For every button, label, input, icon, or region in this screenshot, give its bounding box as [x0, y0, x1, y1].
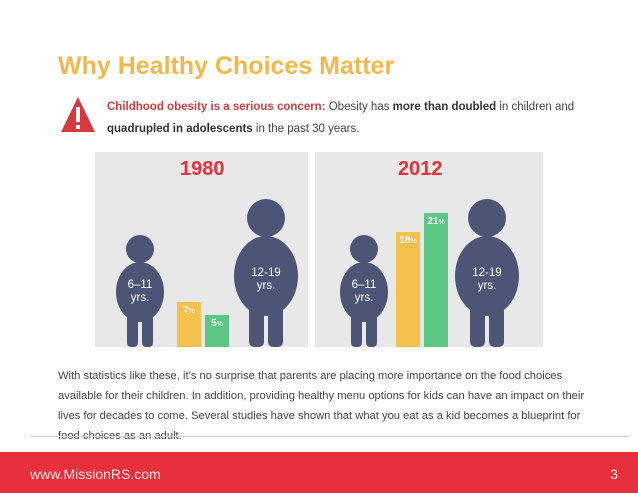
page-number: 3	[610, 466, 618, 482]
year-2012: 2012	[398, 158, 443, 180]
bar-2012-children	[396, 231, 420, 347]
year-1980: 1980	[180, 158, 225, 180]
child-figure-icon	[116, 235, 164, 347]
warning-icon	[61, 97, 95, 132]
bar-1980-adolescents	[205, 315, 229, 347]
teen-age-label: 12-19 yrs.	[472, 267, 502, 292]
data-label: 21%	[427, 215, 445, 227]
child-figure-icon	[340, 235, 388, 347]
page-title: Why Healthy Choices Matter	[58, 52, 395, 80]
bar-1980-children	[177, 302, 201, 347]
footer-url-link[interactable]: www.MissionRS.com	[30, 466, 161, 482]
divider	[30, 436, 630, 437]
teen-age-label: 12-19 yrs.	[251, 267, 281, 292]
teen-figure-icon	[455, 199, 519, 347]
bar-2012-adolescents	[424, 212, 448, 347]
data-label: 18%	[399, 234, 417, 246]
alert-text: Childhood obesity is a serious concern: …	[107, 101, 575, 135]
data-label: 5%	[211, 318, 223, 329]
data-label: 7%	[183, 305, 195, 317]
footer-bar: www.MissionRS.com 3	[0, 452, 638, 493]
child-age-label: 6–11 yrs.	[351, 279, 377, 304]
body-paragraph: With statistics like these, it’s no surp…	[58, 370, 585, 442]
child-age-label: 6–11 yrs.	[127, 279, 153, 304]
teen-figure-icon	[234, 199, 298, 347]
